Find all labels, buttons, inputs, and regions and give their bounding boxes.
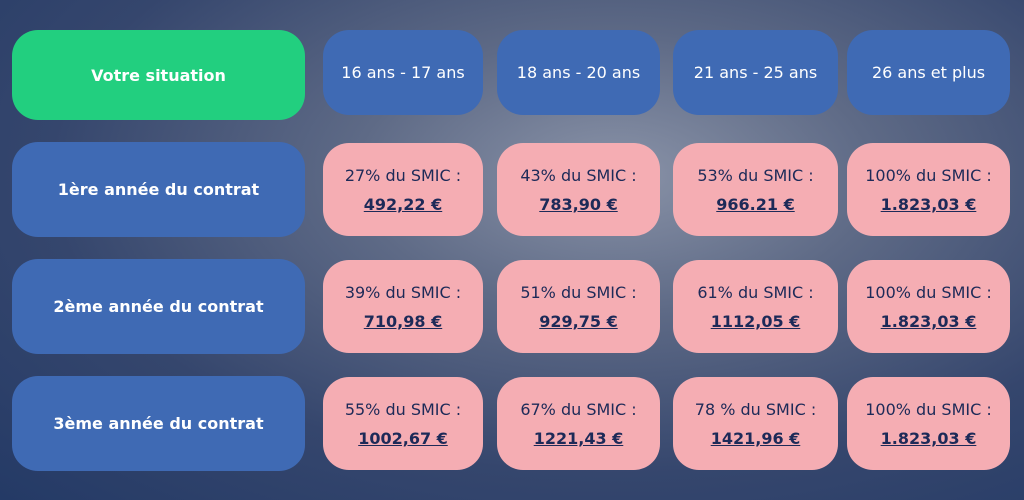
rate-text: 27% du SMIC : bbox=[344, 165, 462, 185]
rate-text: 55% du SMIC : bbox=[344, 399, 462, 419]
row-label-text: 1ère année du contrat bbox=[57, 180, 260, 199]
rate-text: 51% du SMIC : bbox=[520, 282, 637, 302]
rate-text: 43% du SMIC : bbox=[520, 165, 637, 185]
rate-cell: 55% du SMIC : 1002,67 € bbox=[323, 377, 483, 470]
rate-cell: 39% du SMIC : 710,98 € bbox=[323, 260, 483, 353]
header-text: 26 ans et plus bbox=[871, 63, 986, 82]
rate-cell: 51% du SMIC : 929,75 € bbox=[497, 260, 660, 353]
amount-text: 1002,67 € bbox=[358, 428, 448, 448]
amount-text: 1421,96 € bbox=[710, 428, 801, 448]
header-text: 21 ans - 25 ans bbox=[693, 63, 818, 82]
rate-text: 61% du SMIC : bbox=[697, 282, 814, 302]
header-situation: Votre situation bbox=[12, 30, 305, 120]
rate-text: 100% du SMIC : bbox=[865, 399, 992, 419]
rate-cell: 78 % du SMIC : 1421,96 € bbox=[673, 377, 838, 470]
row-label: 3ème année du contrat bbox=[12, 376, 305, 471]
row-label: 1ère année du contrat bbox=[12, 142, 305, 237]
rate-text: 100% du SMIC : bbox=[865, 165, 992, 185]
header-age: 18 ans - 20 ans bbox=[497, 30, 660, 115]
rate-text: 53% du SMIC : bbox=[697, 165, 814, 185]
amount-text: 710,98 € bbox=[363, 311, 443, 331]
amount-text: 966.21 € bbox=[716, 194, 795, 214]
rate-text: 100% du SMIC : bbox=[865, 282, 992, 302]
rate-cell: 43% du SMIC : 783,90 € bbox=[497, 143, 660, 236]
header-age: 16 ans - 17 ans bbox=[323, 30, 483, 115]
amount-text: 492,22 € bbox=[363, 194, 443, 214]
row-label: 2ème année du contrat bbox=[12, 259, 305, 354]
header-text: 16 ans - 17 ans bbox=[341, 63, 465, 82]
amount-text: 1.823,03 € bbox=[880, 311, 977, 331]
rate-text: 78 % du SMIC : bbox=[694, 399, 817, 419]
amount-text: 929,75 € bbox=[539, 311, 618, 331]
row-label-text: 2ème année du contrat bbox=[53, 297, 264, 316]
rate-text: 67% du SMIC : bbox=[520, 399, 637, 419]
rate-cell: 61% du SMIC : 1112,05 € bbox=[673, 260, 838, 353]
rate-cell: 100% du SMIC : 1.823,03 € bbox=[847, 377, 1010, 470]
rate-cell: 53% du SMIC : 966.21 € bbox=[673, 143, 838, 236]
header-text: Votre situation bbox=[91, 65, 226, 85]
amount-text: 1.823,03 € bbox=[880, 428, 977, 448]
rate-cell: 100% du SMIC : 1.823,03 € bbox=[847, 143, 1010, 236]
header-age: 26 ans et plus bbox=[847, 30, 1010, 115]
amount-text: 1.823,03 € bbox=[880, 194, 977, 214]
rate-cell: 100% du SMIC : 1.823,03 € bbox=[847, 260, 1010, 353]
rate-cell: 27% du SMIC : 492,22 € bbox=[323, 143, 483, 236]
amount-text: 1112,05 € bbox=[710, 311, 801, 331]
amount-text: 783,90 € bbox=[539, 194, 618, 214]
rate-text: 39% du SMIC : bbox=[344, 282, 462, 302]
rate-cell: 67% du SMIC : 1221,43 € bbox=[497, 377, 660, 470]
header-age: 21 ans - 25 ans bbox=[673, 30, 838, 115]
header-text: 18 ans - 20 ans bbox=[516, 63, 641, 82]
amount-text: 1221,43 € bbox=[533, 428, 624, 448]
row-label-text: 3ème année du contrat bbox=[53, 414, 264, 433]
